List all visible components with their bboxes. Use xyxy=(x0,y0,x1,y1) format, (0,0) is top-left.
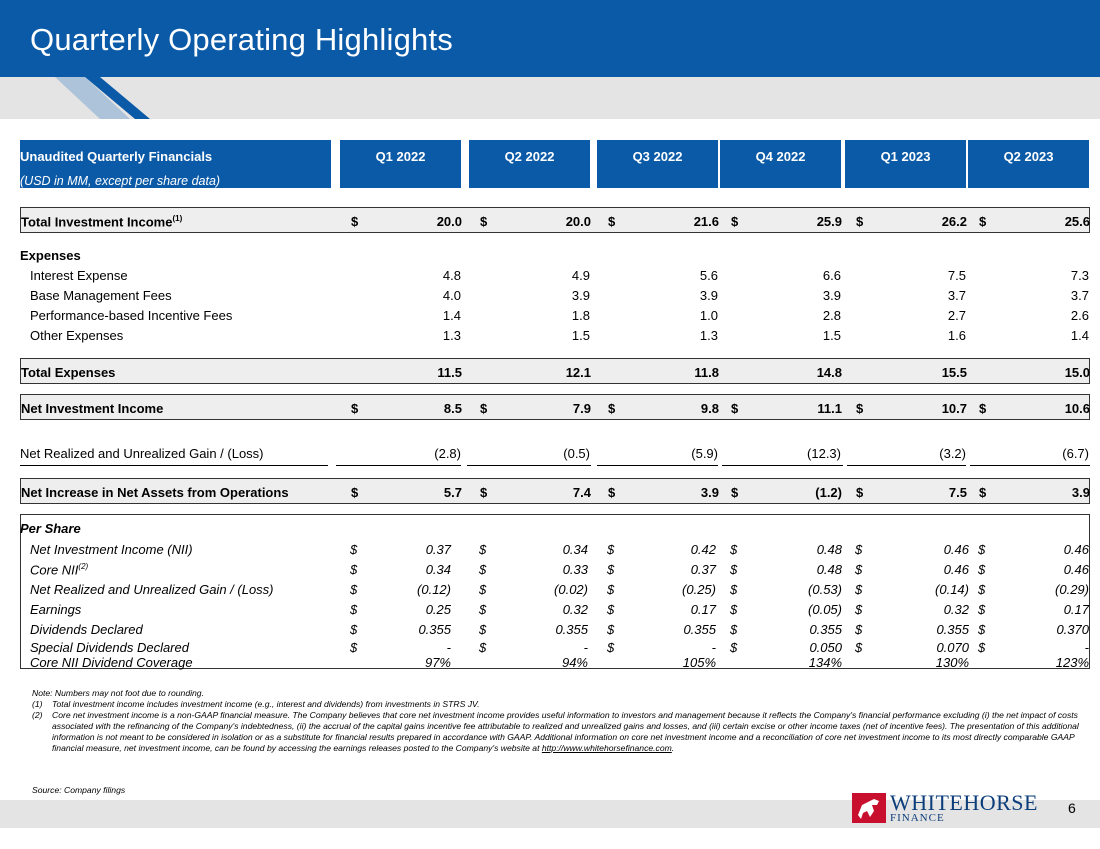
row-total-investment-income: Total Investment Income(1) $20.0 $20.0 $… xyxy=(20,207,1090,233)
table-header-label: Unaudited Quarterly Financials (USD in M… xyxy=(20,140,331,188)
company-logo: WHITEHORSE FINANCE xyxy=(852,790,1052,826)
ps-row-gain-loss: Net Realized and Unrealized Gain / (Loss… xyxy=(20,579,1090,599)
underline xyxy=(20,465,328,466)
row-label: Other Expenses xyxy=(30,328,124,343)
expenses-heading: Expenses xyxy=(20,248,81,263)
per-share-title: Per Share xyxy=(20,521,81,536)
row-label: Special Dividends Declared xyxy=(30,640,189,655)
per-share-heading: Per Share xyxy=(20,518,1090,538)
header-gray-band xyxy=(0,77,1100,119)
ps-row-coverage: Core NII Dividend Coverage 97% 94% 105% … xyxy=(20,652,1090,672)
row-label: Net Increase in Net Assets from Operatio… xyxy=(21,485,289,500)
header-decoration xyxy=(0,77,150,119)
row-label: Performance-based Incentive Fees xyxy=(30,308,233,323)
per-share-box xyxy=(20,514,1090,669)
underline xyxy=(970,465,1090,466)
col-header-q2-2022: Q2 2022 xyxy=(469,140,590,188)
logo-name: WHITEHORSE xyxy=(890,790,1038,815)
row-interest-expense: Interest Expense 4.8 4.9 5.6 6.6 7.5 7.3 xyxy=(20,265,1090,285)
underline xyxy=(467,465,591,466)
ps-row-core-nii: Core NII(2) $0.34 $0.33 $0.37 $0.48 $0.4… xyxy=(20,559,1090,579)
footnotes: Note: Numbers may not foot due to roundi… xyxy=(32,688,1082,754)
row-label: Net Realized and Unrealized Gain / (Loss… xyxy=(20,446,264,461)
source-note: Source: Company filings xyxy=(32,785,126,795)
row-other-expenses: Other Expenses 1.3 1.5 1.3 1.5 1.6 1.4 xyxy=(20,325,1090,345)
row-label: Interest Expense xyxy=(30,268,128,283)
table-header-title: Unaudited Quarterly Financials xyxy=(20,149,213,164)
underline xyxy=(847,465,966,466)
row-expenses-heading: Expenses xyxy=(20,245,1090,265)
row-base-management-fees: Base Management Fees 4.0 3.9 3.9 3.9 3.7… xyxy=(20,285,1090,305)
row-net-gain-loss: Net Realized and Unrealized Gain / (Loss… xyxy=(20,443,1090,466)
note-1: (1) Total investment income includes inve… xyxy=(32,699,480,709)
col-header-q3-2022: Q3 2022 xyxy=(597,140,718,188)
horse-logo-icon xyxy=(852,793,886,823)
row-label: Net Realized and Unrealized Gain / (Loss… xyxy=(30,582,274,597)
row-label: Total Expenses xyxy=(21,365,116,380)
row-label: Dividends Declared xyxy=(30,622,143,637)
note-2: (2) Core net investment income is a non-G… xyxy=(32,710,1079,753)
logo-subtitle: FINANCE xyxy=(890,812,945,824)
ps-row-dividends: Dividends Declared $0.355 $0.355 $0.355 … xyxy=(20,619,1090,639)
row-label: Base Management Fees xyxy=(30,288,172,303)
col-header-q2-2023: Q2 2023 xyxy=(968,140,1089,188)
row-total-expenses: Total Expenses 11.5 12.1 11.8 14.8 15.5 … xyxy=(20,358,1090,384)
col-header-q4-2022: Q4 2022 xyxy=(720,140,841,188)
row-label: Core NII Dividend Coverage xyxy=(30,655,193,670)
row-incentive-fees: Performance-based Incentive Fees 1.4 1.8… xyxy=(20,305,1090,325)
underline xyxy=(722,465,843,466)
row-net-increase: Net Increase in Net Assets from Operatio… xyxy=(20,478,1090,504)
underline xyxy=(597,465,718,466)
page-title: Quarterly Operating Highlights xyxy=(30,22,453,57)
row-label: Net Investment Income xyxy=(21,401,164,416)
row-label: Net Investment Income (NII) xyxy=(30,542,193,557)
ps-row-earnings: Earnings $0.25 $0.32 $0.17 $ (0.05) $0.32… xyxy=(20,599,1090,619)
footer-band xyxy=(0,800,1100,828)
website-link[interactable]: http://www.whitehorsefinance.com xyxy=(541,743,672,753)
note-rounding: Note: Numbers may not foot due to roundi… xyxy=(32,688,204,698)
col-header-q1-2022: Q1 2022 xyxy=(340,140,461,188)
col-header-q1-2023: Q1 2023 xyxy=(845,140,966,188)
header-blue-band xyxy=(0,0,1100,77)
header: Quarterly Operating Highlights xyxy=(0,0,1100,119)
table-header-subtitle: (USD in MM, except per share data) xyxy=(20,174,221,188)
ps-row-special-dividends: Special Dividends Declared $ - $ - $ - $0.0… xyxy=(20,637,1090,657)
row-label: Earnings xyxy=(30,602,82,617)
row-label: Core NII(2) xyxy=(30,562,89,578)
page-number: 6 xyxy=(1068,800,1076,816)
row-label: Total Investment Income(1) xyxy=(21,214,183,230)
ps-row-nii: Net Investment Income (NII) $0.37 $0.34 … xyxy=(20,539,1090,559)
row-net-investment-income: Net Investment Income $8.5 $7.9 $9.8 $11… xyxy=(20,394,1090,420)
underline xyxy=(336,465,461,466)
